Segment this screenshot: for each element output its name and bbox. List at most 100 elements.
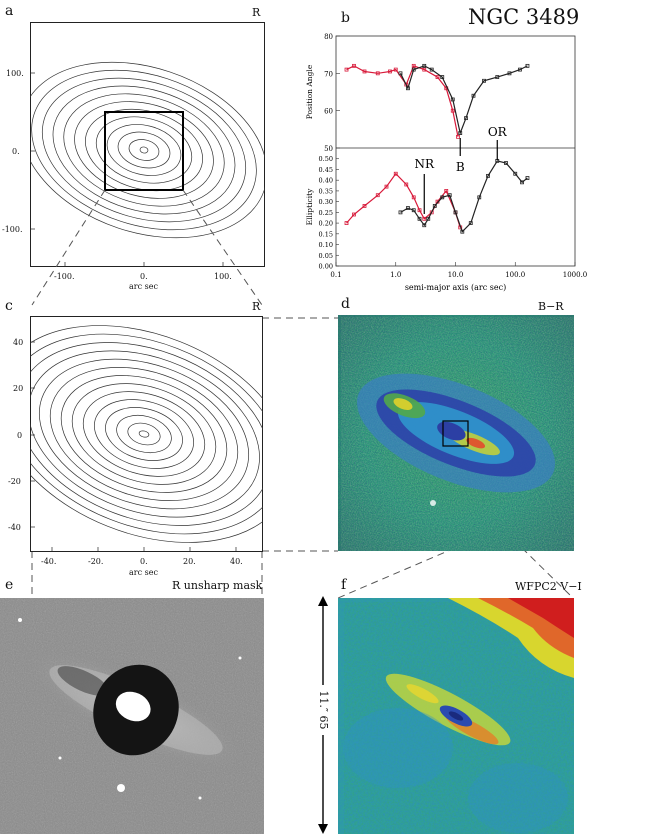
unsharp-mask-image bbox=[0, 598, 264, 834]
c-ytick-3: 0 bbox=[17, 431, 23, 440]
ell-data-point bbox=[352, 212, 356, 217]
pa-data-point bbox=[471, 93, 476, 98]
ell-data-point bbox=[486, 173, 490, 178]
ell-tick-label: 0.30 bbox=[319, 198, 333, 206]
isophote-contour bbox=[74, 101, 214, 199]
pa-series-line bbox=[399, 65, 528, 136]
x-tick-label: 1000.0 bbox=[563, 271, 588, 279]
isophote-contour bbox=[106, 124, 182, 176]
b-label: B bbox=[456, 160, 465, 174]
ell-data-point bbox=[417, 208, 422, 213]
isophote-contour bbox=[49, 367, 239, 501]
isophote-contour bbox=[30, 61, 265, 239]
ell-data-point bbox=[411, 195, 416, 200]
c-xtick-2: -20. bbox=[88, 557, 104, 566]
ell-tick-label: 0.10 bbox=[319, 241, 333, 249]
pa-tick-label: 60 bbox=[324, 108, 333, 116]
ell-tick-label: 0.15 bbox=[319, 230, 333, 238]
isophote-contour bbox=[41, 77, 247, 223]
panel-b-letter: b bbox=[341, 10, 350, 26]
a-xtick-3: 100. bbox=[214, 272, 232, 281]
pa-data-point bbox=[507, 71, 512, 76]
c-ytick-2: 20 bbox=[13, 384, 24, 393]
c-ytick-1: 40 bbox=[13, 338, 24, 347]
c-ytick-5: -40 bbox=[8, 523, 21, 532]
x-tick-label: 1.0 bbox=[390, 271, 401, 279]
panel-e-letter: e bbox=[5, 577, 14, 593]
x-tick-label: 100.0 bbox=[505, 271, 525, 279]
pa-data-point bbox=[362, 69, 367, 74]
ell-data-point bbox=[432, 204, 437, 208]
a-xlabel: arc sec bbox=[129, 282, 158, 291]
scale-label: 11.″ 65 bbox=[313, 685, 333, 735]
ell-data-point bbox=[417, 216, 422, 221]
pa-data-point bbox=[422, 67, 427, 72]
ell-data-point bbox=[447, 193, 452, 198]
pa-data-point bbox=[440, 75, 445, 79]
pa-data-point bbox=[398, 71, 403, 76]
ell-data-point bbox=[344, 221, 349, 225]
panel-f-band: WFPC2 V−I bbox=[515, 580, 582, 593]
ell-data-point bbox=[440, 195, 445, 200]
c-xtick-5: 40. bbox=[230, 557, 243, 566]
isophote-contour bbox=[30, 325, 263, 543]
pa-data-point bbox=[411, 67, 416, 72]
ell-data-point bbox=[426, 216, 431, 221]
isophote-contour bbox=[52, 85, 236, 215]
pa-data-point bbox=[435, 75, 440, 79]
zoom-box-d bbox=[442, 420, 469, 447]
figure-title: NGC 3489 bbox=[468, 5, 580, 29]
pa-data-point bbox=[375, 71, 380, 76]
panel-c-band: R bbox=[252, 300, 261, 313]
ell-data-point bbox=[398, 210, 403, 215]
b-r-color-image bbox=[338, 315, 574, 551]
pa-data-point bbox=[458, 131, 463, 135]
a-ytick-2: 0. bbox=[12, 147, 20, 156]
ell-ylabel: Ellipticity bbox=[305, 188, 314, 225]
panel-f-letter: f bbox=[341, 577, 347, 593]
isophote-contour bbox=[30, 333, 263, 535]
c-xtick-4: 20. bbox=[183, 557, 196, 566]
pa-data-point bbox=[495, 75, 500, 79]
ell-data-point bbox=[453, 210, 458, 215]
ell-data-point bbox=[504, 161, 508, 165]
nr-label: NR bbox=[414, 157, 435, 171]
panel-a-letter: a bbox=[5, 3, 14, 19]
pa-data-point bbox=[422, 63, 427, 68]
pa-ylabel: Position Angle bbox=[305, 64, 314, 119]
isophote-contour bbox=[71, 383, 217, 485]
isophote-contour bbox=[128, 139, 160, 161]
ell-data-point bbox=[468, 221, 473, 225]
ell-tick-label: 0.25 bbox=[319, 209, 333, 217]
isophote-contour bbox=[139, 146, 149, 154]
pa-data-point bbox=[464, 116, 468, 121]
b-xlabel: semi-major axis (arc sec) bbox=[405, 283, 506, 292]
panel-a-contour-plot bbox=[30, 22, 265, 267]
panel-c-contour-plot bbox=[30, 316, 263, 552]
pa-data-point bbox=[456, 134, 460, 139]
ell-data-point bbox=[375, 193, 380, 198]
ell-data-point bbox=[422, 223, 427, 228]
ell-tick-label: 0.35 bbox=[319, 187, 333, 195]
c-xtick-3: 0. bbox=[140, 557, 148, 566]
pa-data-point bbox=[352, 63, 356, 68]
isophote-contour bbox=[116, 414, 172, 454]
isophote-contour bbox=[31, 69, 257, 231]
isophote-contour bbox=[105, 407, 183, 461]
isophote-contour bbox=[30, 350, 260, 518]
x-tick-label: 10.0 bbox=[448, 271, 464, 279]
pa-data-point bbox=[393, 67, 398, 72]
pa-data-point bbox=[411, 63, 416, 68]
ell-data-point bbox=[525, 176, 530, 180]
pa-data-point bbox=[429, 67, 434, 72]
ell-data-point bbox=[362, 204, 367, 208]
ell-tick-label: 0.45 bbox=[319, 166, 333, 174]
panel-c-letter: c bbox=[5, 298, 13, 314]
isophote-contour bbox=[95, 116, 193, 184]
ell-tick-label: 0.20 bbox=[319, 220, 333, 228]
pa-tick-label: 80 bbox=[324, 33, 333, 41]
a-ytick-3: -100. bbox=[2, 225, 23, 234]
ell-data-point bbox=[404, 182, 409, 187]
ell-data-point bbox=[460, 229, 465, 234]
pa-data-point bbox=[406, 86, 410, 91]
